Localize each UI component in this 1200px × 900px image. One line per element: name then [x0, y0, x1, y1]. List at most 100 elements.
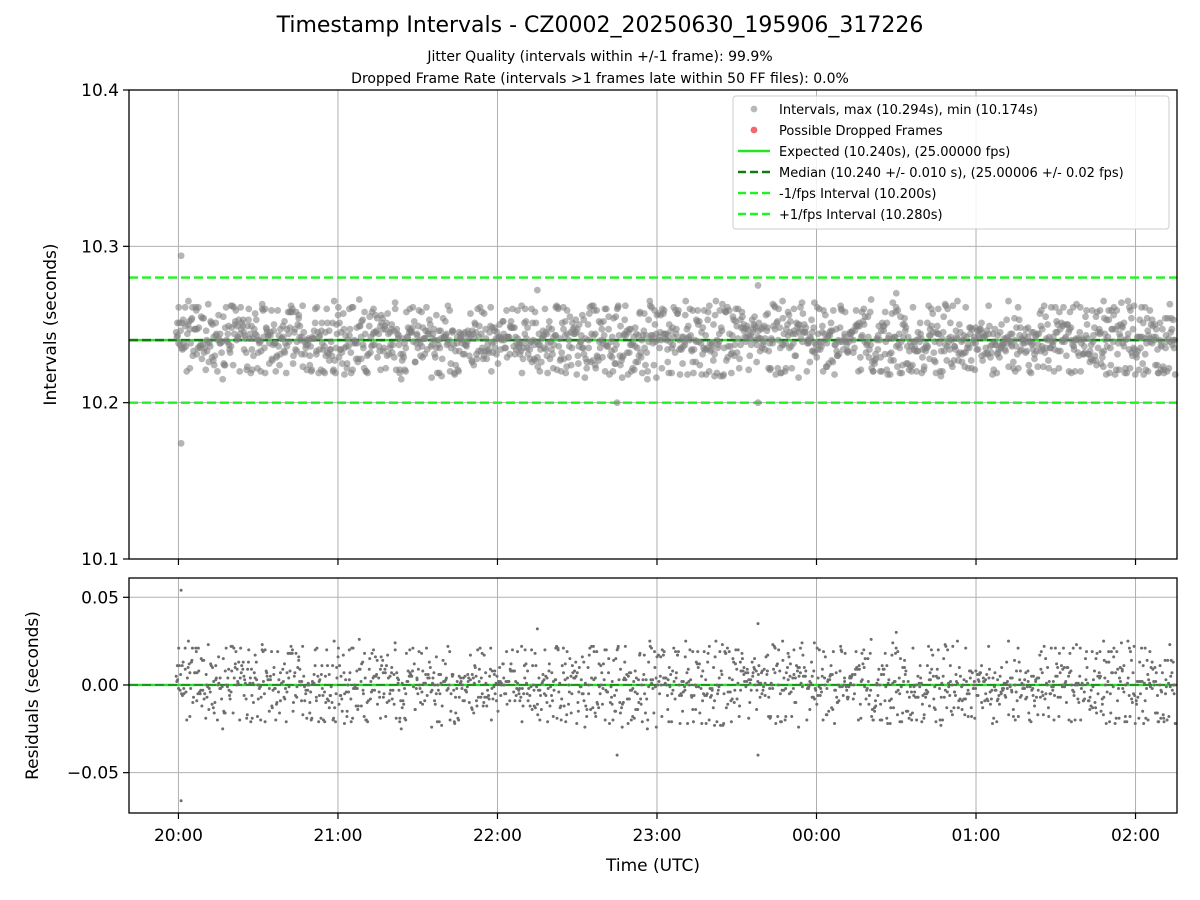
- residual-point: [941, 674, 945, 678]
- residual-point: [1167, 681, 1171, 685]
- interval-point: [949, 363, 956, 371]
- interval-point: [347, 349, 355, 357]
- interval-point: [858, 332, 866, 339]
- residual-point: [738, 660, 742, 664]
- interval-point: [426, 321, 434, 328]
- residual-point: [645, 697, 649, 701]
- residual-point: [722, 722, 726, 726]
- residual-point: [381, 658, 385, 662]
- interval-point: [1009, 358, 1017, 366]
- residual-point: [905, 690, 909, 694]
- residual-point: [555, 716, 559, 720]
- residual-point: [239, 671, 243, 675]
- interval-point: [1056, 308, 1063, 316]
- residual-point: [481, 704, 485, 708]
- residual-point: [948, 664, 952, 668]
- residual-point: [733, 688, 737, 692]
- interval-point: [1003, 316, 1011, 324]
- residual-point: [460, 686, 464, 690]
- residual-point: [436, 683, 440, 687]
- residual-point: [843, 676, 847, 680]
- interval-point: [361, 308, 368, 316]
- residual-point: [946, 648, 950, 652]
- residual-point: [756, 753, 760, 757]
- residual-point: [643, 711, 647, 715]
- residual-point: [446, 644, 450, 648]
- residual-point: [894, 646, 898, 650]
- residual-point: [931, 674, 935, 678]
- residual-point: [228, 694, 232, 697]
- residual-point: [529, 685, 533, 689]
- interval-point: [993, 369, 1001, 377]
- interval-point: [537, 358, 545, 366]
- residual-point: [823, 676, 827, 680]
- residual-point: [512, 669, 516, 673]
- residual-point: [526, 669, 530, 673]
- residual-point: [914, 683, 918, 687]
- residual-point: [396, 681, 400, 685]
- residual-point: [809, 681, 813, 685]
- residual-point: [670, 692, 674, 696]
- xtick-label-2: 22:00: [473, 826, 522, 846]
- residual-point: [993, 671, 997, 675]
- residual-point: [912, 685, 916, 689]
- interval-point: [865, 353, 873, 361]
- residual-point: [898, 692, 902, 696]
- interval-point: [339, 310, 347, 317]
- residual-point: [657, 679, 661, 683]
- residual-point: [1014, 690, 1018, 694]
- interval-point: [1027, 369, 1035, 377]
- residual-point: [485, 704, 489, 708]
- residual-point: [939, 695, 943, 699]
- residual-point: [1078, 674, 1082, 678]
- residual-point: [1105, 690, 1109, 694]
- residual-point: [1170, 671, 1174, 675]
- residual-point: [499, 694, 503, 697]
- residual-point: [483, 695, 487, 699]
- residual-point: [324, 701, 328, 705]
- residual-point: [223, 711, 227, 715]
- interval-point: [343, 360, 351, 367]
- residual-point: [853, 672, 857, 676]
- residual-point: [822, 650, 826, 654]
- residual-point: [1002, 686, 1006, 690]
- residual-point: [739, 688, 743, 692]
- residual-point: [651, 678, 655, 682]
- residual-point: [253, 653, 257, 657]
- interval-point: [851, 344, 858, 352]
- residual-point: [922, 716, 926, 720]
- interval-point: [1034, 363, 1042, 371]
- residual-point: [460, 683, 464, 687]
- residual-point: [1013, 718, 1017, 722]
- residual-point: [377, 690, 381, 694]
- interval-point: [736, 355, 743, 363]
- residual-point: [564, 720, 568, 724]
- residual-point: [418, 686, 422, 690]
- residual-point: [373, 688, 377, 692]
- interval-point: [491, 344, 499, 352]
- residual-point: [233, 665, 237, 669]
- residual-point: [865, 686, 869, 690]
- interval-point: [353, 339, 361, 347]
- residual-point: [910, 711, 914, 715]
- interval-point: [1124, 297, 1132, 305]
- residual-point: [593, 711, 597, 715]
- residual-point: [501, 662, 505, 666]
- residual-point: [591, 644, 595, 648]
- residual-point: [344, 678, 348, 682]
- residual-point: [507, 679, 511, 683]
- legend-entry-3: Median (10.240 +/- 0.010 s), (25.00006 +…: [738, 166, 1124, 181]
- residual-point: [755, 708, 759, 712]
- interval-point: [541, 305, 549, 313]
- residual-point: [1038, 653, 1042, 657]
- interval-point: [565, 353, 572, 361]
- residual-point: [589, 708, 593, 712]
- interval-point: [972, 339, 979, 347]
- residual-point: [753, 657, 757, 661]
- residual-point: [267, 709, 271, 713]
- residual-point: [220, 685, 224, 689]
- interval-point: [638, 369, 646, 377]
- residual-point: [831, 708, 835, 712]
- residual-point: [304, 692, 308, 696]
